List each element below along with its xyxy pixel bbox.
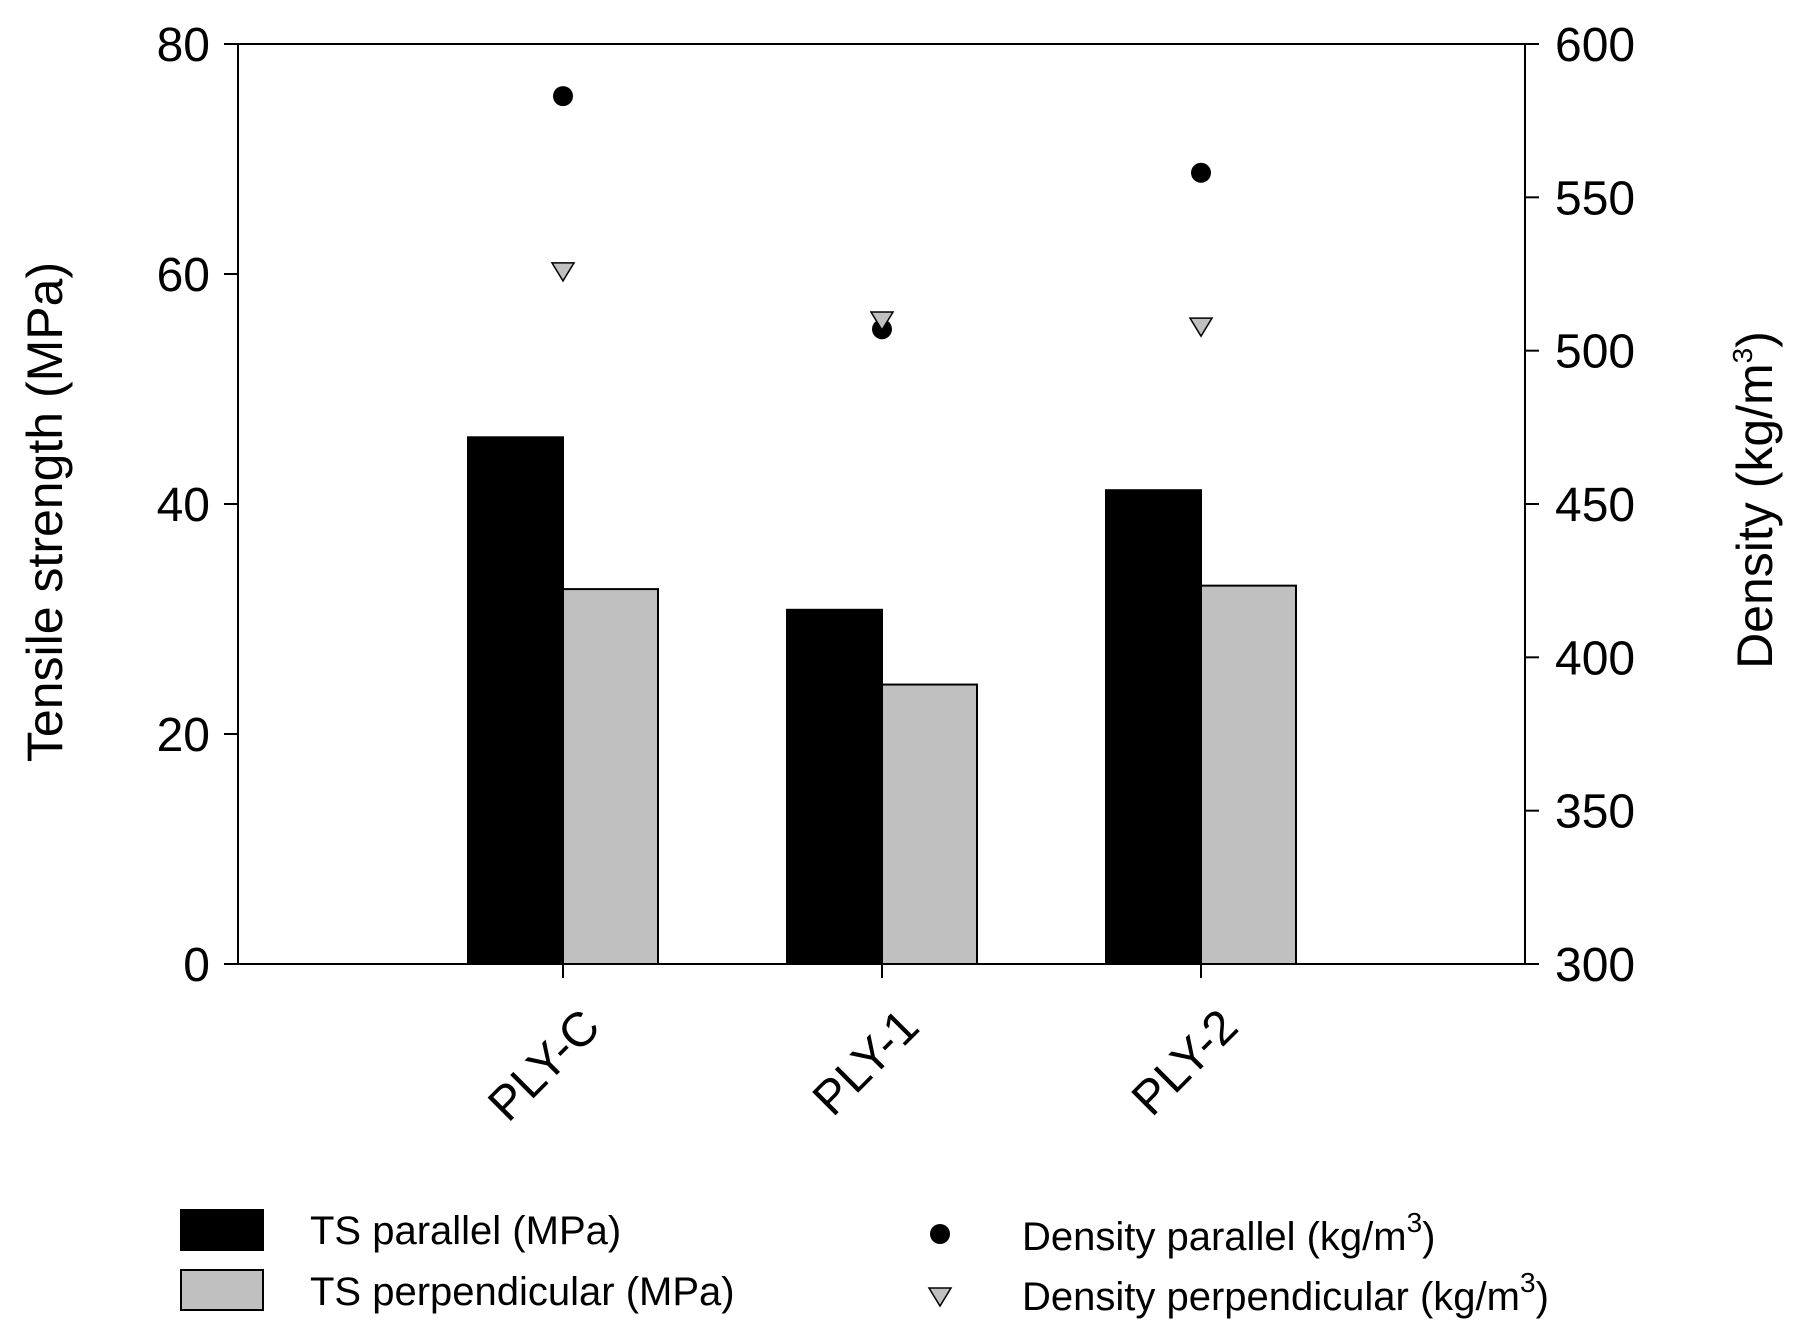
y2-tick-label: 450 (1555, 479, 1635, 532)
bar-ts-parallel (467, 436, 564, 965)
legend: TS parallel (MPa) TS perpendicular (MPa)… (180, 1207, 1549, 1319)
y2-axis-title: Density (kg/m3) (1727, 331, 1783, 669)
y-tick-label: 40 (157, 479, 210, 532)
point-density-perpendicular (550, 262, 576, 283)
x-tick-label: PLY-2 (1122, 1000, 1248, 1126)
y2-tick-label: 350 (1555, 786, 1635, 839)
y2-axis-title-main: Density (kg/m (1727, 363, 1783, 669)
legend-label-ts-perpendicular: TS perpendicular (MPa) (310, 1270, 735, 1314)
y-axis-title: Tensile strength (MPa) (17, 262, 73, 762)
legend-marker-density-perpendicular (927, 1287, 953, 1308)
bar-ts-perpendicular (1200, 584, 1297, 966)
y-tick-label: 20 (157, 709, 210, 762)
y-tick-label: 0 (183, 939, 210, 992)
y-tick-label: 60 (157, 249, 210, 302)
y2-axis-title-sup: 3 (1727, 348, 1758, 364)
point-density-perpendicular (1188, 317, 1214, 338)
legend-swatch-ts-parallel (180, 1209, 264, 1251)
marks (467, 86, 1297, 966)
legend-label-density-parallel: Density parallel (kg/m3) (1022, 1207, 1435, 1259)
bar-ts-parallel (1105, 489, 1202, 965)
y2-axis-title-tail: ) (1727, 331, 1783, 348)
legend-label-ts-parallel: TS parallel (MPa) (310, 1209, 621, 1253)
y2-tick-label: 400 (1555, 632, 1635, 685)
point-density-parallel (1191, 162, 1211, 183)
legend-label-density-perpendicular: Density perpendicular (kg/m3) (1022, 1267, 1549, 1319)
y2-tick-label: 600 (1555, 19, 1635, 72)
legend-marker-density-parallel (930, 1224, 950, 1244)
y2-tick-label: 500 (1555, 326, 1635, 379)
bar-ts-parallel (786, 608, 883, 965)
bar-ts-perpendicular (562, 588, 659, 965)
legend-swatch-ts-perpendicular (180, 1269, 264, 1311)
y2-tick-label: 300 (1555, 939, 1635, 992)
y2-tick-label: 550 (1555, 172, 1635, 225)
point-density-perpendicular (869, 311, 895, 332)
x-tick-label: PLY-C (478, 1000, 610, 1132)
bar-ts-perpendicular (881, 683, 978, 965)
point-density-parallel (553, 86, 573, 107)
y-tick-label: 80 (157, 19, 210, 72)
x-tick-label: PLY-1 (803, 1000, 929, 1126)
